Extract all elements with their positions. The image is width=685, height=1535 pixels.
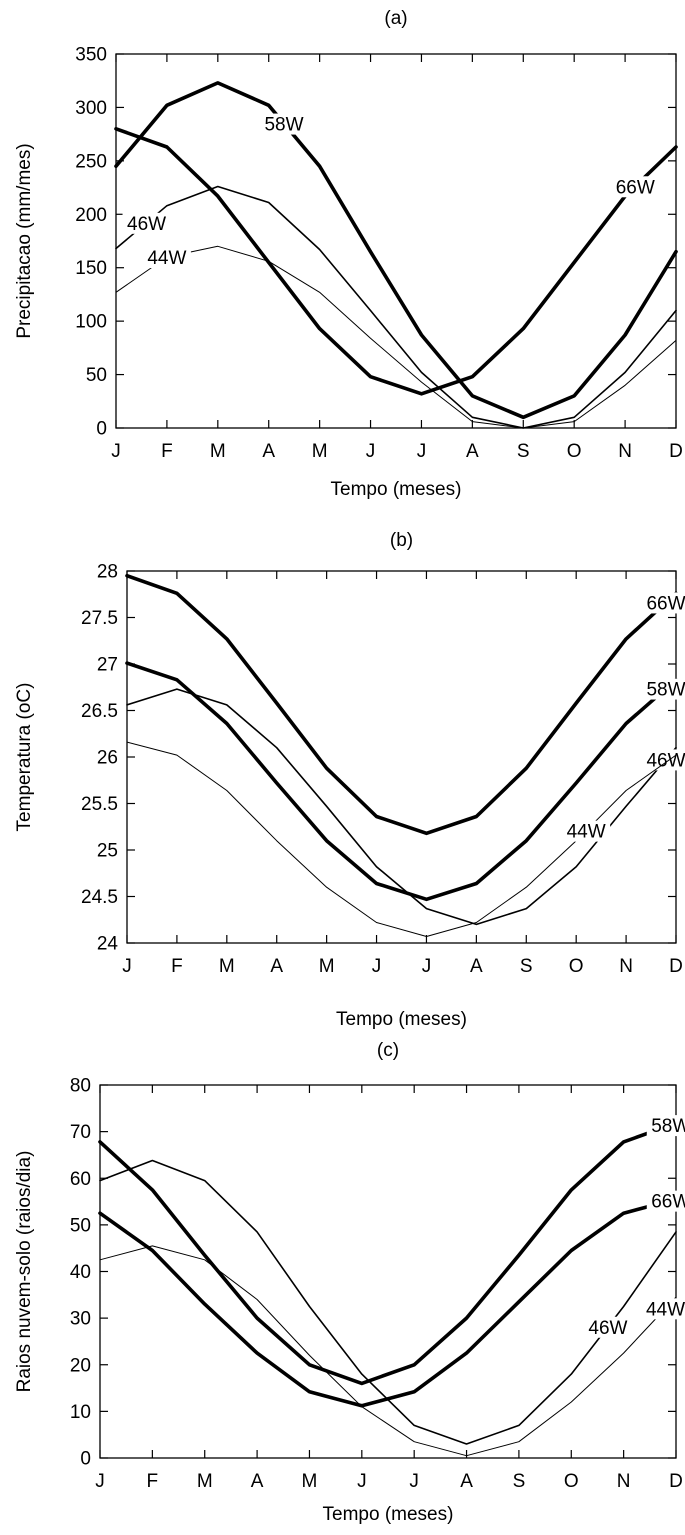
x-tick-label: J [366,441,376,462]
series-label-46W: 46W [588,1318,627,1339]
series-label-58W: 58W [651,1116,685,1137]
y-tick-label: 25 [97,841,118,862]
x-tick-label: M [210,441,226,462]
series-line-66W [127,576,676,834]
series-label-66W: 66W [616,177,655,198]
y-tick-label: 30 [70,1309,91,1330]
x-tick-label: A [270,956,283,977]
x-tick-label: O [569,956,584,977]
y-tick-label: 50 [70,1215,91,1236]
y-tick-label: 28 [97,562,118,583]
series-line-66W [116,129,676,394]
y-tick-label: 26 [97,748,118,769]
series-label-58W: 58W [264,115,303,136]
series-label-66W: 66W [651,1192,685,1213]
series-label-44W: 44W [147,248,186,269]
chart-title: (c) [377,1040,399,1061]
series-label-58W: 58W [646,680,685,701]
y-tick-label: 24.5 [81,887,118,908]
series-label-66W: 66W [646,593,685,614]
y-tick-label: 200 [75,205,107,226]
y-tick-label: 250 [75,151,107,172]
x-tick-label: J [422,956,432,977]
x-tick-label: M [219,956,235,977]
y-tick-label: 150 [75,258,107,279]
y-axis-label: Temperatura (oC) [14,683,35,832]
x-tick-label: N [618,441,632,462]
x-tick-label: D [669,956,683,977]
x-tick-label: J [372,956,382,977]
x-tick-label: A [262,441,275,462]
series-label-46W: 46W [646,750,685,771]
y-tick-label: 26.5 [81,701,118,722]
y-tick-label: 24 [97,934,119,955]
y-tick-label: 0 [80,1449,91,1470]
y-tick-label: 10 [70,1402,91,1423]
chart-panel-3: 0 10 20 30 40 50 60 70 80 J F M A M J J A S O N D (c) Tempo (m… [14,1040,685,1525]
series-line-58W [127,663,676,899]
x-tick-label: A [460,1471,473,1492]
series-line-46W [100,1161,676,1445]
series-label-46W: 46W [127,214,166,235]
x-tick-label: A [251,1471,264,1492]
x-tick-label: S [513,1471,526,1492]
x-tick-label: D [669,1471,683,1492]
y-tick-label: 27.5 [81,608,118,629]
y-tick-label: 100 [75,312,107,333]
x-axis-label: Tempo (meses) [336,1009,467,1030]
x-axis-label: Tempo (meses) [323,1504,454,1525]
x-tick-label: J [357,1471,367,1492]
x-tick-label: O [567,441,582,462]
series-line-46W [116,187,676,429]
series-line-46W [127,689,676,924]
x-tick-label: M [197,1471,213,1492]
x-axis-label: Tempo (meses) [331,479,462,500]
x-tick-label: M [312,441,328,462]
chart-panel-1: 0 50 100 150 200 250 300 350 J F M A M J J A S O N D (a) Temp… [14,8,683,500]
plot-frame [100,1085,676,1458]
x-tick-label: S [517,441,530,462]
y-tick-label: 40 [70,1262,91,1283]
x-tick-label: N [619,956,633,977]
y-tick-label: 25.5 [81,794,118,815]
y-tick-label: 27 [97,655,118,676]
x-tick-label: J [417,441,427,462]
chart-title: (a) [384,8,407,29]
y-axis-label: Raios nuvem-solo (raios/dia) [14,1151,35,1393]
y-tick-label: 20 [70,1355,91,1376]
series-label-44W: 44W [567,822,606,843]
x-tick-label: J [95,1471,105,1492]
y-tick-label: 60 [70,1169,91,1190]
y-tick-label: 350 [75,45,107,66]
series-label-44W: 44W [646,1299,685,1320]
y-tick-label: 50 [86,365,107,386]
x-tick-label: D [669,441,683,462]
y-tick-label: 300 [75,98,107,119]
x-tick-label: A [470,956,483,977]
x-tick-label: J [409,1471,419,1492]
x-tick-label: F [171,956,183,977]
series-line-58W [100,1123,676,1383]
x-tick-label: M [302,1471,318,1492]
x-tick-label: O [564,1471,579,1492]
y-axis-label: Precipitacao (mm/mes) [14,143,35,338]
x-tick-label: N [617,1471,631,1492]
y-tick-label: 70 [70,1122,91,1143]
y-tick-label: 0 [96,419,107,440]
x-tick-label: F [147,1471,159,1492]
chart-panel-2: 24 24.5 25 25.5 26 26.5 27 27.5 28 J F M A M J J A S O N D (b… [14,530,685,1030]
x-tick-label: M [319,956,335,977]
y-tick-label: 80 [70,1076,91,1097]
x-tick-label: S [520,956,533,977]
x-tick-label: J [111,441,121,462]
x-tick-label: A [466,441,479,462]
chart-title: (b) [390,530,413,551]
x-tick-label: F [161,441,173,462]
x-tick-label: J [122,956,132,977]
